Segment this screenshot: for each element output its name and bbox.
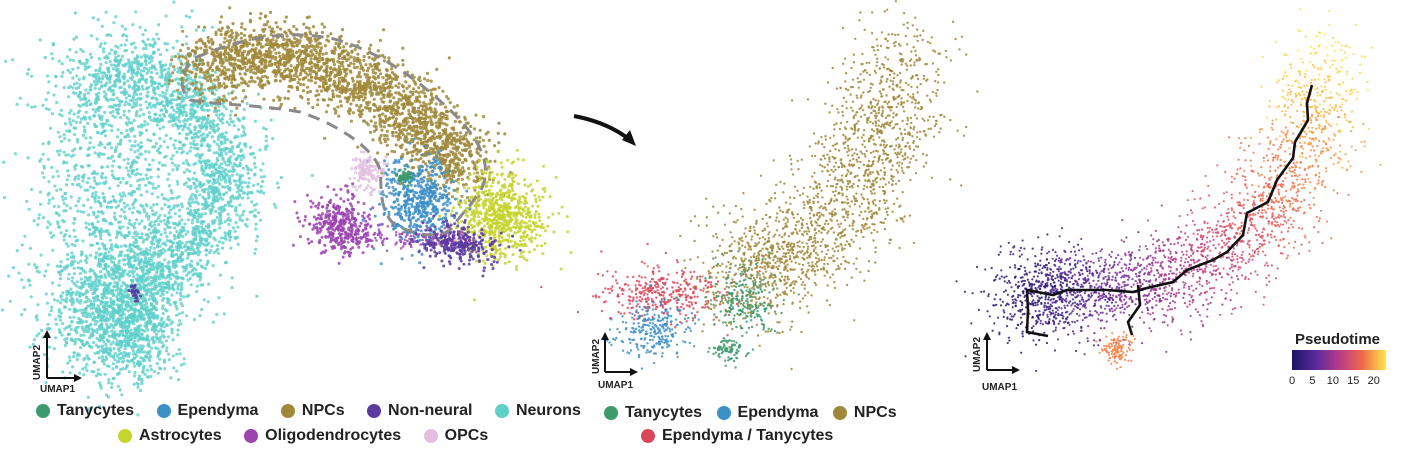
- pseudotime-colorbar: [1292, 350, 1386, 370]
- legend-label: NPCs: [301, 402, 345, 419]
- scatter-tanycytes: [394, 167, 414, 188]
- scatter-tanycytes-p2-low: [707, 336, 749, 369]
- legend-item: Tanycytes: [36, 402, 134, 420]
- pseudotime-trajectory: [1025, 84, 1314, 338]
- legend-label: Ependyma: [737, 404, 819, 421]
- scatter-non-neural-spot: [127, 283, 142, 303]
- transition-arrow: [573, 114, 632, 142]
- pseudotime-colorbar-ticks: 0 5 10 15 20: [1289, 375, 1380, 387]
- scatter-pseudotime-cells: [955, 8, 1382, 372]
- scatter-non-neural: [408, 214, 522, 278]
- axis-label-umap2-p2: UMAP2: [591, 339, 602, 374]
- legend-item: Tanycytes: [604, 404, 702, 422]
- legend-label: Tanycytes: [57, 402, 135, 419]
- legend-label: Astrocytes: [139, 427, 222, 444]
- legend-item: NPCs: [280, 402, 345, 420]
- legend-swatch: [280, 404, 295, 418]
- umap-panel-cell-types: [0, 0, 573, 417]
- legend-swatch: [244, 429, 259, 443]
- legend-label: Non-neural: [388, 402, 473, 419]
- colorbar-tick-label: 5: [1309, 375, 1315, 387]
- legend-label: Tanycytes: [625, 404, 703, 421]
- axis-label-umap1-p3: UMAP1: [982, 382, 1017, 393]
- legend-label: NPCs: [853, 404, 897, 421]
- legend-swatch: [36, 404, 50, 418]
- umap-axes-p1: UMAP2 UMAP1: [32, 330, 82, 395]
- umap-axes-p2: UMAP2 UMAP1: [591, 332, 638, 391]
- legend-item: Neurons: [494, 402, 581, 420]
- legend-swatch: [641, 429, 655, 443]
- legend-label: Neurons: [515, 402, 581, 419]
- legend-item: Oligodendrocytes: [244, 427, 401, 445]
- scatter-ependyma: [361, 137, 472, 266]
- legend-swatch: [716, 406, 731, 420]
- legend-swatch: [367, 404, 382, 418]
- colorbar-tick-label: 15: [1347, 375, 1359, 387]
- legend-label: Ependyma / Tanycytes: [662, 427, 834, 444]
- scatter-oligodendrocytes: [291, 182, 385, 265]
- legend-swatch: [423, 429, 438, 443]
- scatter-ependyma-p2: [606, 284, 700, 370]
- colorbar-title: Pseudotime: [1295, 331, 1380, 348]
- scatter-npcs: [167, 6, 513, 213]
- legend-item: Non-neural: [367, 402, 473, 420]
- legend-panel1-row2: Astrocytes Oligodendrocytes OPCs: [118, 427, 506, 448]
- legend-label: OPCs: [444, 427, 489, 444]
- legend-item: NPCs: [832, 404, 897, 422]
- scatter-opcs: [348, 150, 389, 197]
- scatter-neurons-tail: [0, 157, 226, 412]
- axis-label-umap1-p1: UMAP1: [40, 384, 75, 395]
- legend-panel1-row1: Tanycytes Ependyma NPCs Non-neural Neuro…: [36, 402, 599, 423]
- legend-label: Ependyma: [177, 402, 259, 419]
- axis-label-umap2-p3: UMAP2: [972, 337, 983, 372]
- legend-panel2-row1: Tanycytes Ependyma NPCs: [604, 404, 915, 425]
- legend-item: Ependyma: [156, 402, 259, 420]
- legend-item: Ependyma: [716, 404, 819, 422]
- scatter-ependyma-tanycytes-p2: [540, 242, 761, 337]
- colorbar-tick-label: 0: [1289, 375, 1295, 387]
- legend-panel2-row2: Ependyma / Tanycytes: [641, 427, 851, 448]
- legend-swatch: [494, 404, 509, 418]
- legend-swatch: [156, 404, 171, 418]
- legend-item: Ependyma / Tanycytes: [641, 427, 833, 445]
- scatter-tanycytes-p2: [687, 249, 800, 355]
- colorbar-tick-label: 20: [1368, 375, 1380, 387]
- legend-item: Astrocytes: [118, 427, 222, 445]
- axis-label-umap1-p2: UMAP1: [598, 380, 633, 391]
- umap-panel-subset: [540, 0, 979, 371]
- legend-swatch: [604, 406, 618, 420]
- transition-arrowhead: [622, 130, 636, 146]
- colorbar-tick-label: 10: [1327, 375, 1339, 387]
- legend-label: Oligodendrocytes: [265, 427, 402, 444]
- legend-item: OPCs: [423, 427, 489, 445]
- axis-label-umap2-p1: UMAP2: [32, 345, 43, 380]
- npc-region-outline: [180, 33, 487, 237]
- umap-axes-p3: UMAP2 UMAP1: [972, 332, 1020, 393]
- legend-swatch: [832, 406, 847, 420]
- legend-swatch: [118, 429, 132, 443]
- scatter-npcs-p2: [646, 0, 979, 371]
- umap-panel-pseudotime: [955, 8, 1382, 372]
